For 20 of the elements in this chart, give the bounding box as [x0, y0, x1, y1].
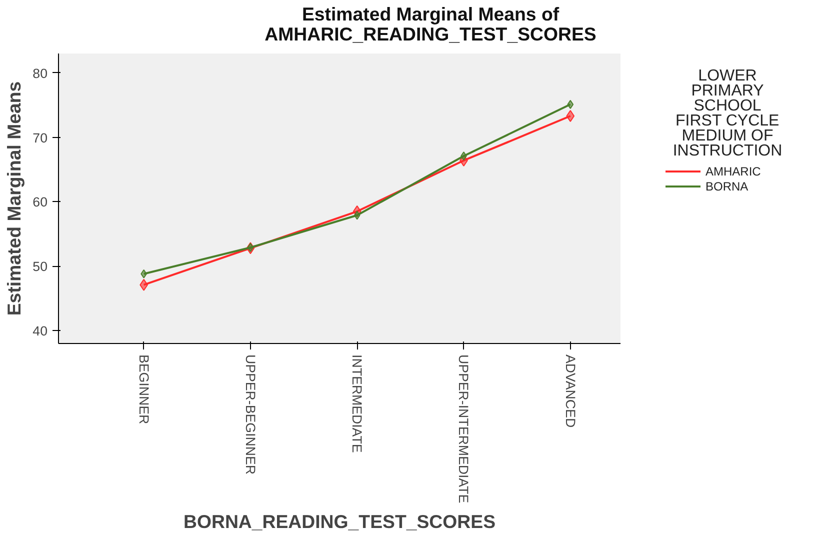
y-tick-label: 40 [32, 324, 48, 339]
point [566, 110, 575, 122]
point [567, 100, 574, 109]
y-tick-label: 70 [32, 130, 48, 146]
legend-label: BORNA [706, 180, 748, 194]
x-tick-label: UPPER-BEGINNER [242, 354, 258, 474]
y-tick-label: 60 [32, 194, 48, 210]
y-tick-label: 80 [32, 66, 48, 81]
legend-title: LOWER PRIMARY SCHOOL FIRST CYCLE MEDIUM OF INSTRUCTION [672, 68, 782, 160]
chart-title: Estimated Marginal Means of AMHARIC_READING_TEST_SCORES [264, 4, 596, 44]
y-axis-title: Estimated Marginal Means [4, 81, 25, 316]
x-tick-label: UPPER-INTERMEDIATE [456, 354, 472, 504]
legend-label: AMHARIC [706, 164, 762, 178]
x-tick-label: INTERMEDIATE [350, 354, 365, 453]
point [247, 242, 254, 252]
x-tick-label: BEGINNER [136, 354, 152, 424]
y-tick-label: 50 [32, 259, 48, 274]
x-tick-label: ADVANCED [562, 354, 578, 428]
point [354, 210, 360, 220]
x-axis-title: BORNA_READING_TEST_SCORES [183, 511, 496, 532]
